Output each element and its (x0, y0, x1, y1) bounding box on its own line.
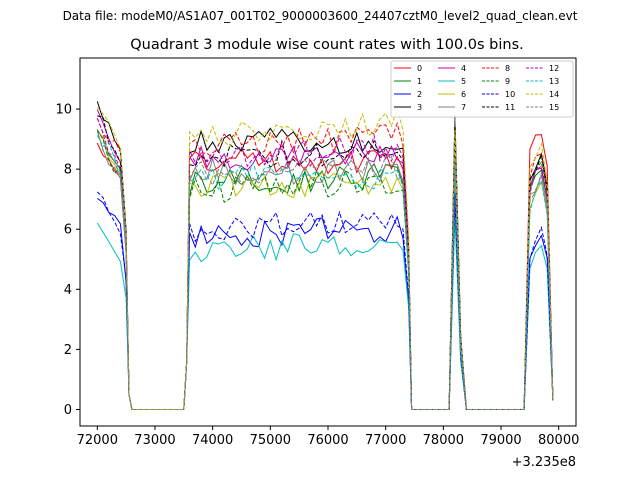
y-tick-label: 6 (64, 223, 72, 238)
x-tick-label: 77000 (365, 433, 406, 448)
chart-suptitle: Data file: modeM0/AS1A07_001T02_90000036… (63, 9, 578, 23)
legend-label-11: 11 (505, 103, 515, 112)
legend-label-12: 12 (549, 64, 559, 73)
y-tick-label: 2 (64, 343, 72, 358)
x-tick-label: 80000 (538, 433, 579, 448)
legend-label-6: 6 (461, 90, 466, 99)
legend-label-9: 9 (505, 77, 510, 86)
x-tick-label: 72000 (77, 433, 118, 448)
x-tick-label: 75000 (250, 433, 291, 448)
y-tick-label: 10 (55, 103, 72, 118)
x-tick-label: 74000 (192, 433, 233, 448)
legend-label-14: 14 (549, 90, 559, 99)
x-offset-label: +3.235e8 (512, 455, 576, 470)
x-tick-label: 78000 (423, 433, 464, 448)
legend-label-5: 5 (461, 77, 466, 86)
y-tick-label: 4 (64, 283, 72, 298)
legend-label-8: 8 (505, 64, 510, 73)
y-tick-label: 0 (64, 403, 72, 418)
legend-label-10: 10 (505, 90, 515, 99)
x-tick-label: 79000 (480, 433, 521, 448)
series-layer (96, 101, 554, 410)
legend-label-4: 4 (461, 64, 466, 73)
legend-label-1: 1 (417, 77, 422, 86)
y-tick-label: 8 (64, 163, 72, 178)
series-line-15 (96, 130, 554, 410)
legend-label-13: 13 (549, 77, 559, 86)
chart-title: Quadrant 3 module wise count rates with … (130, 37, 524, 53)
x-tick-label: 73000 (134, 433, 175, 448)
axes-frame (79, 57, 577, 427)
legend-label-0: 0 (417, 64, 422, 73)
legend-label-2: 2 (417, 90, 422, 99)
legend-frame (390, 60, 574, 118)
x-tick-label: 76000 (307, 433, 348, 448)
legend-label-15: 15 (549, 103, 559, 112)
legend-label-3: 3 (417, 103, 422, 112)
legend-label-7: 7 (461, 103, 466, 112)
axes-ticks: 72000 73000 74000 75000 76000 77000 78000 79000… (55, 103, 579, 448)
